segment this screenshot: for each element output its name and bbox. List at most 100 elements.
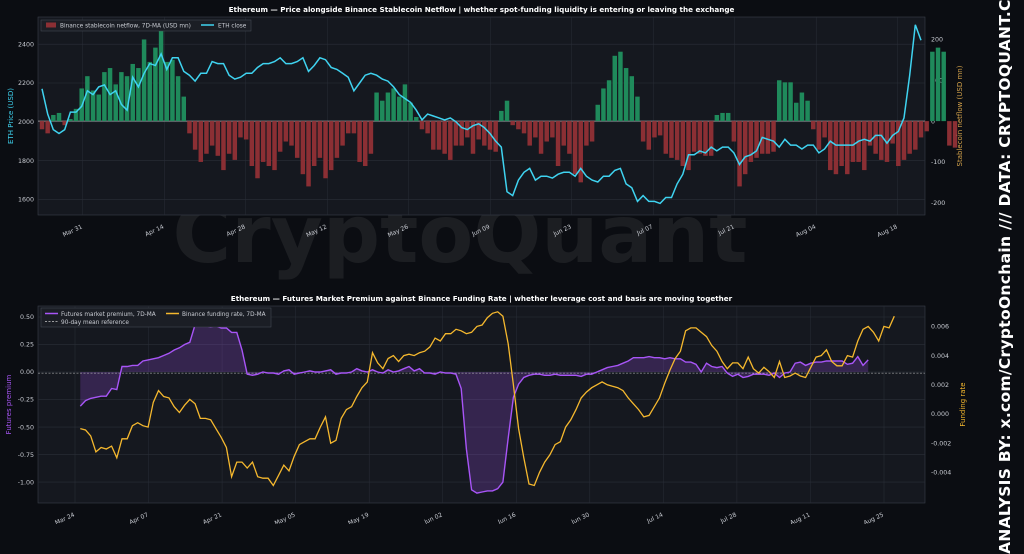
panel2-xtick: Jul 28: [719, 511, 738, 524]
panel1-ytick-right: 200: [931, 37, 943, 44]
panel2-xtick: Jun 30: [570, 511, 591, 524]
netflow-bar: [901, 121, 907, 160]
panel1-title: Ethereum — Price alongside Binance Stabl…: [229, 5, 735, 15]
netflow-bar: [476, 121, 481, 140]
netflow-bar: [73, 108, 79, 122]
panel1-ytick-left: 1800: [18, 158, 34, 165]
netflow-bar: [232, 121, 238, 160]
netflow-bar: [68, 119, 73, 122]
netflow-bar: [629, 76, 635, 122]
panel1-ytick-left: 2000: [18, 119, 34, 126]
panel2-ytick-left: -0.25: [18, 397, 34, 404]
netflow-bar: [187, 121, 192, 134]
netflow-bar: [720, 112, 725, 122]
attribution-text: ANALYSIS BY: x.com/CryptoOnchain /// DAT…: [996, 0, 1014, 554]
netflow-bar: [215, 121, 221, 156]
netflow-bar: [442, 121, 447, 154]
netflow-bar: [448, 121, 453, 160]
netflow-bar: [363, 121, 368, 167]
netflow-bar: [669, 121, 674, 158]
netflow-bar: [102, 72, 107, 122]
netflow-bar: [504, 100, 510, 122]
panel2-ytick-left: 0.00: [20, 369, 34, 376]
netflow-bar: [340, 121, 345, 146]
netflow-bar: [311, 121, 317, 167]
netflow-bar: [913, 121, 918, 150]
netflow-bar: [272, 121, 277, 171]
netflow-bar: [907, 121, 912, 154]
netflow-bar: [663, 121, 669, 154]
netflow-bar: [238, 121, 243, 138]
netflow-bar: [90, 90, 96, 122]
netflow-bar: [578, 121, 583, 183]
netflow-bar: [283, 121, 289, 142]
netflow-bar: [873, 121, 878, 154]
netflow-bar: [141, 39, 147, 122]
netflow-bar: [748, 121, 754, 162]
netflow-bar: [612, 55, 618, 122]
netflow-bar: [550, 121, 555, 138]
netflow-bar: [935, 47, 941, 122]
panel2-ytick-left: -0.50: [18, 424, 34, 431]
panel1-xtick: Mar 31: [62, 223, 84, 238]
netflow-bar: [136, 68, 141, 122]
netflow-bar: [589, 121, 595, 142]
netflow-bar: [947, 121, 952, 146]
panel2-ytick-left: 0.25: [20, 342, 34, 349]
netflow-bar: [879, 121, 884, 160]
netflow-bar: [691, 121, 697, 152]
netflow-bar: [884, 121, 890, 162]
netflow-bar: [294, 121, 300, 158]
panel1-ytick-right: -100: [931, 159, 945, 166]
netflow-bar: [345, 121, 351, 134]
netflow-bar: [147, 61, 152, 122]
panel2-xtick: Mar 24: [54, 511, 76, 524]
netflow-bar: [453, 121, 459, 146]
netflow-bar: [487, 121, 493, 150]
netflow-bar: [181, 96, 187, 122]
netflow-bar: [130, 63, 135, 122]
netflow-bar: [124, 76, 130, 122]
panel1-ytick-left: 2400: [18, 41, 34, 48]
netflow-bar: [306, 121, 311, 187]
netflow-bar: [845, 121, 850, 175]
netflow-bar: [357, 121, 362, 162]
netflow-bar: [277, 121, 283, 152]
panel2-legend: Futures market premium, 7D-MA Binance fun…: [40, 307, 272, 328]
netflow-bar: [725, 112, 731, 122]
netflow-bar: [714, 114, 720, 122]
netflow-bar: [175, 76, 181, 122]
netflow-bar: [266, 121, 272, 167]
netflow-bar: [408, 102, 413, 122]
netflow-bar: [788, 82, 793, 122]
netflow-bar: [561, 121, 566, 146]
netflow-bar: [368, 121, 374, 154]
netflow-bar: [198, 121, 204, 162]
netflow-bar: [351, 121, 357, 134]
panel2-xtick: Jul 14: [645, 511, 664, 524]
netflow-bar: [771, 121, 776, 152]
netflow-bar: [737, 121, 742, 187]
legend-label-premium: Futures market premium, 7D-MA: [61, 312, 156, 318]
panel1-xtick: Aug 04: [795, 223, 817, 238]
netflow-bar: [952, 121, 958, 148]
netflow-bar: [374, 92, 379, 122]
legend-label-reference: 90-day mean reference: [61, 320, 129, 326]
panel1-ytick-left: 1600: [18, 197, 34, 204]
panel1-ylabel-right: Stablecoin netflow (USD mn): [956, 65, 964, 166]
netflow-bar: [867, 121, 873, 146]
netflow-bar: [317, 121, 323, 158]
netflow-bar: [697, 121, 703, 154]
netflow-bar: [850, 121, 856, 162]
netflow-bar: [391, 88, 396, 122]
panel2-xtick: Jun 16: [496, 511, 517, 524]
panel2-ylabel-left: Futures premium: [5, 374, 13, 434]
netflow-bar: [300, 121, 306, 175]
panel1-legend: Binance stablecoin netflow, 7D-MA (USD m…: [40, 19, 252, 32]
panel2-ytick-right: -0.002: [931, 440, 951, 447]
eth-close-line: [41, 24, 922, 205]
netflow-bar: [799, 92, 805, 122]
netflow-bar: [606, 80, 612, 122]
netflow-bar: [436, 121, 442, 150]
netflow-bar: [221, 121, 226, 171]
